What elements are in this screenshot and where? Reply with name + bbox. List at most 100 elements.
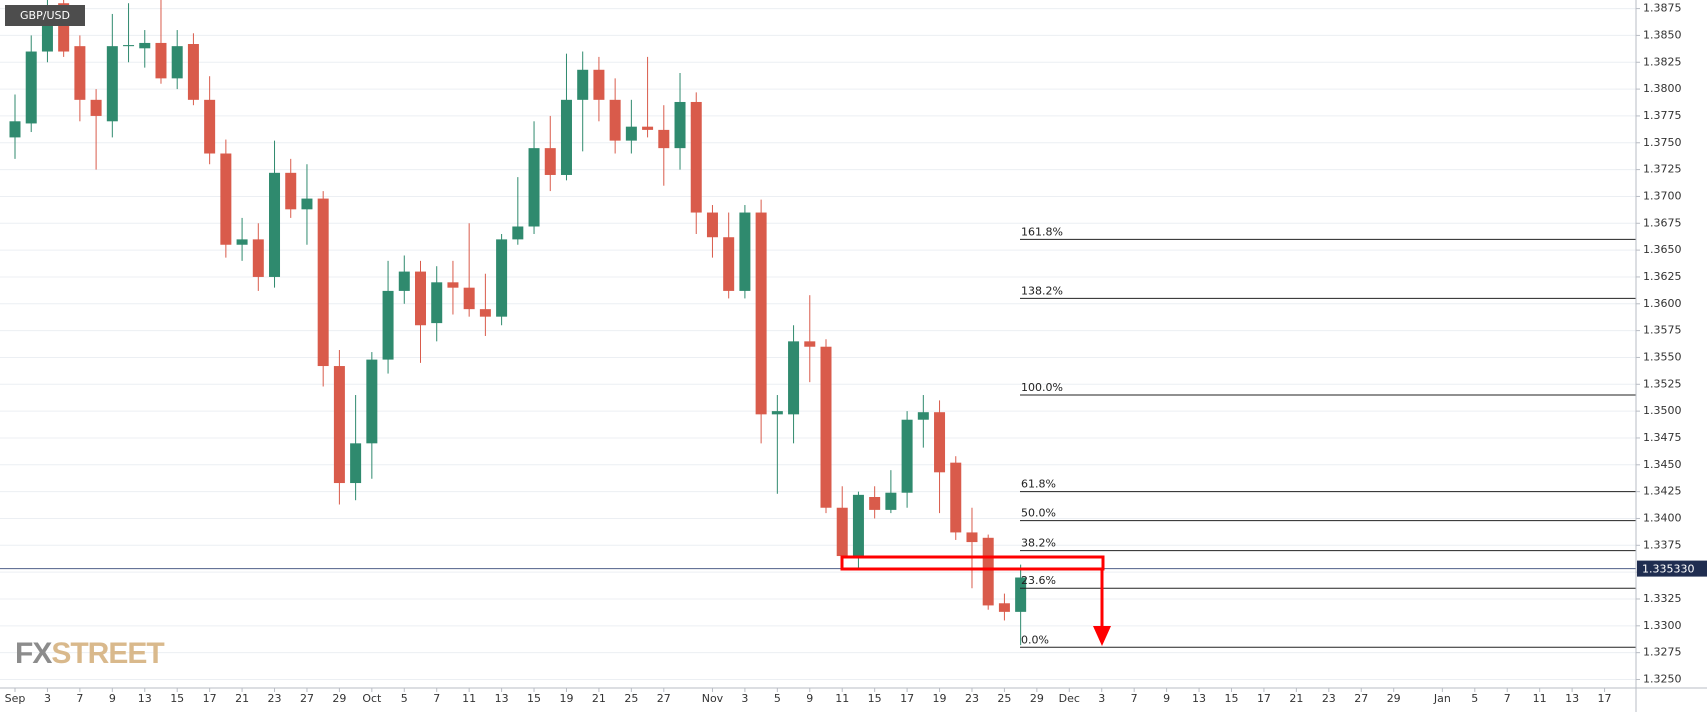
y-tick-label: 1.3325	[1643, 592, 1682, 605]
candle-body	[25, 51, 37, 124]
x-tick-label: 9	[1163, 692, 1170, 705]
fib-label: 23.6%	[1021, 574, 1056, 587]
y-tick-label: 1.3625	[1643, 270, 1682, 283]
candle-body	[528, 148, 540, 227]
candle-body	[804, 341, 816, 347]
x-tick-label: 27	[1354, 692, 1368, 705]
x-tick-label: 21	[1289, 692, 1303, 705]
candle-body	[625, 126, 637, 141]
x-tick-label: 15	[1225, 692, 1239, 705]
candle-body	[58, 3, 70, 52]
x-tick-label: Dec	[1059, 692, 1080, 705]
x-tick-label: 27	[300, 692, 314, 705]
fib-label: 61.8%	[1021, 478, 1056, 491]
candle-body	[674, 101, 686, 149]
watermark: FXSTREET	[15, 637, 164, 670]
x-tick-label: 7	[1131, 692, 1138, 705]
y-tick-label: 1.3525	[1643, 377, 1682, 390]
title-box	[5, 5, 85, 26]
candle-body	[755, 212, 767, 415]
candle-body	[139, 42, 151, 49]
candle-body	[382, 290, 394, 360]
candle-body	[577, 69, 589, 100]
grid	[0, 8, 1636, 680]
candle-body	[739, 212, 751, 291]
x-tick-label: 15	[868, 692, 882, 705]
candle-body	[836, 507, 848, 557]
candle-body	[415, 271, 426, 326]
x-tick-label: 7	[76, 692, 83, 705]
candle-body	[220, 153, 232, 245]
x-tick-label: 13	[138, 692, 152, 705]
x-tick-label: 27	[657, 692, 671, 705]
y-tick-label: 1.3275	[1643, 646, 1682, 659]
y-tick-label: 1.3250	[1643, 672, 1682, 685]
candle-body	[788, 341, 800, 415]
candle-body	[269, 172, 281, 277]
candle-body	[885, 492, 897, 510]
price-label-box	[1637, 560, 1707, 577]
candle-body	[398, 271, 410, 291]
x-tick-label: 17	[900, 692, 914, 705]
candle-body	[252, 239, 264, 277]
fib-label: 0.0%	[1021, 633, 1049, 646]
y-tick-label: 1.3450	[1643, 458, 1682, 471]
candle-body	[123, 45, 135, 47]
candle-body	[333, 366, 345, 484]
candle-body	[106, 46, 118, 122]
y-tick-label: 1.3850	[1643, 28, 1682, 41]
x-tick-label: 21	[235, 692, 249, 705]
candle-body	[771, 411, 783, 415]
x-tick-label: Jan	[1433, 692, 1451, 705]
y-tick-label: 1.3300	[1643, 619, 1682, 632]
y-tick-label: 1.3825	[1643, 55, 1682, 68]
y-tick-label: 1.3800	[1643, 82, 1682, 95]
x-tick-label: 9	[806, 692, 813, 705]
candle-body	[496, 239, 508, 317]
x-tick-label: 21	[592, 692, 606, 705]
fib-label: 138.2%	[1021, 284, 1063, 297]
candle-body	[301, 198, 313, 210]
axes: 1.32501.32751.33001.33251.33501.33751.34…	[5, 2, 1682, 705]
candle-body	[706, 212, 718, 238]
x-tick-label: 29	[332, 692, 346, 705]
x-tick-label: 25	[624, 692, 638, 705]
candle-body	[317, 198, 329, 367]
x-tick-label: 3	[1098, 692, 1105, 705]
candle-body	[723, 237, 735, 291]
candle-body	[9, 121, 21, 138]
y-tick-label: 1.3475	[1643, 431, 1682, 444]
candle-body	[236, 239, 248, 245]
candle-body	[187, 44, 199, 100]
x-tick-label: 11	[462, 692, 476, 705]
watermark-fx: FX	[15, 637, 52, 670]
x-tick-label: 17	[203, 692, 217, 705]
candle-body	[609, 99, 621, 141]
candle-body	[447, 282, 459, 288]
x-tick-label: Nov	[702, 692, 724, 705]
x-tick-label: 29	[1030, 692, 1044, 705]
fib-label: 50.0%	[1021, 507, 1056, 520]
y-tick-label: 1.3650	[1643, 243, 1682, 256]
fib-label: 38.2%	[1021, 537, 1056, 550]
watermark-street: STREET	[51, 637, 164, 670]
candle-body	[658, 129, 670, 149]
candle-body	[820, 346, 832, 508]
y-tick-label: 1.3600	[1643, 297, 1682, 310]
candle-body	[966, 532, 978, 543]
x-tick-label: Sep	[5, 692, 26, 705]
x-tick-label: 15	[170, 692, 184, 705]
candle-body	[690, 101, 702, 213]
candle-body	[350, 443, 362, 484]
plot-area: 161.8% 138.2% 100.0% 61.8% 50.0% 38.2% 23.6% 0.…	[0, 0, 1636, 648]
x-tick-label: 13	[495, 692, 509, 705]
x-tick-label: 9	[109, 692, 116, 705]
candle-body	[479, 309, 491, 317]
x-tick-label: 11	[1533, 692, 1547, 705]
y-tick-label: 1.3725	[1643, 163, 1682, 176]
y-tick-label: 1.3500	[1643, 404, 1682, 417]
x-tick-label: 7	[1504, 692, 1511, 705]
x-tick-label: 15	[527, 692, 541, 705]
y-tick-label: 1.3575	[1643, 324, 1682, 337]
